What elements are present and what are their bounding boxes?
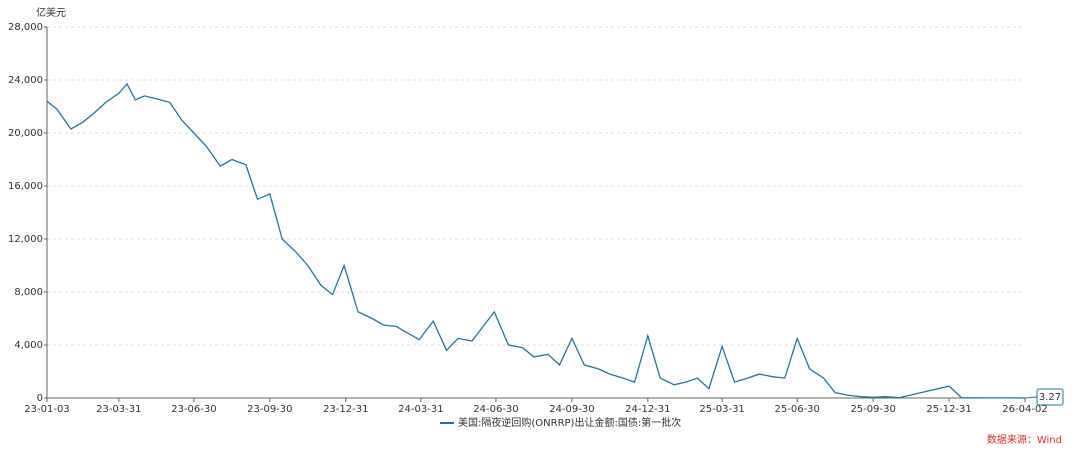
x-tick-label: 26-04-02 — [1002, 404, 1047, 415]
source: 数据来源：Wind — [987, 433, 1062, 446]
y-unit: 亿美元 — [36, 6, 66, 19]
x-tick-label: 24-06-30 — [473, 404, 518, 415]
legend-label: 美国:隔夜逆回购(ONRRP)出让金额:国债:第一批次 — [458, 416, 681, 429]
x-tick-label: 23-09-30 — [247, 404, 292, 415]
y-tick-label: 8,000 — [14, 287, 43, 298]
x-tick-label: 23-01-03 — [24, 404, 69, 415]
x-tick-label: 25-09-30 — [850, 404, 895, 415]
y-tick-label: 4,000 — [14, 340, 43, 351]
x-tick-label: 24-12-31 — [625, 404, 670, 415]
y-tick-label: 24,000 — [8, 75, 43, 86]
x-tick-label: 25-03-31 — [699, 404, 744, 415]
x-tick-label: 24-03-31 — [398, 404, 443, 415]
y-tick-label: 16,000 — [8, 181, 43, 192]
y-tick-label: 12,000 — [8, 234, 43, 245]
x-tick-label: 23-06-30 — [171, 404, 216, 415]
y-tick-label: 20,000 — [8, 128, 43, 139]
end-label-pointer — [1024, 396, 1038, 399]
x-tick-label: 24-09-30 — [549, 404, 594, 415]
x-tick-label: 23-03-31 — [96, 404, 141, 415]
x-tick-label: 23-12-31 — [323, 404, 368, 415]
series-line — [46, 82, 1026, 399]
y-tick-label: 0 — [37, 393, 43, 404]
end-value-label: 3.27 — [1039, 392, 1061, 403]
y-tick-label: 28,000 — [8, 22, 43, 33]
x-tick-label: 25-06-30 — [775, 404, 820, 415]
x-tick-label: 25-12-31 — [926, 404, 971, 415]
